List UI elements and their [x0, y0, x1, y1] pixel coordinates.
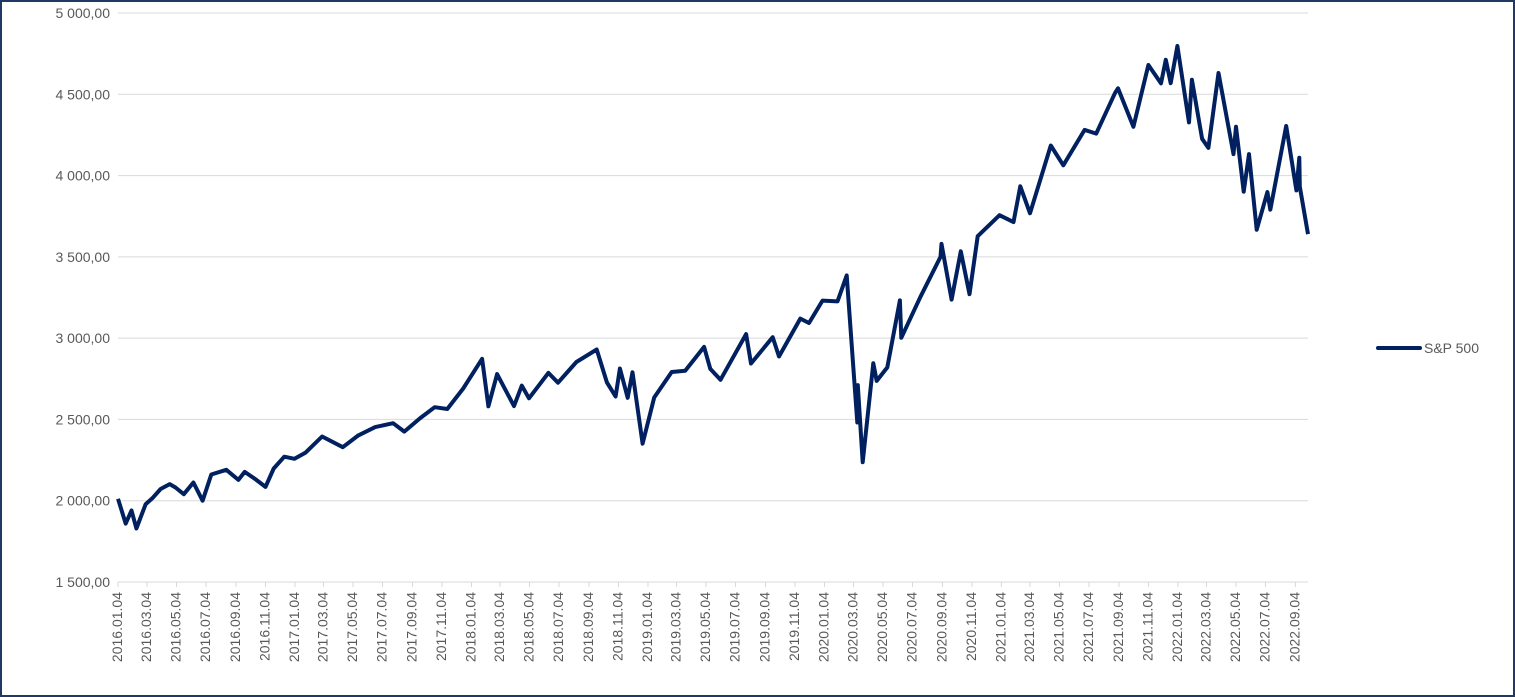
- y-tick-label: 2 500,00: [56, 411, 111, 427]
- x-tick-label: 2021.07.04: [1080, 592, 1096, 662]
- y-tick-label: 2 000,00: [56, 493, 111, 509]
- y-tick-label: 5 000,00: [56, 5, 111, 21]
- x-tick-label: 2018.03.04: [491, 592, 507, 662]
- x-tick-label: 2022.01.04: [1169, 592, 1185, 662]
- x-tick-label: 2020.01.04: [815, 592, 831, 662]
- x-tick-label: 2021.11.04: [1139, 592, 1155, 661]
- x-tick-label: 2019.05.04: [697, 592, 713, 662]
- x-tick-label: 2021.09.04: [1110, 592, 1126, 662]
- x-tick-label: 2022.07.04: [1256, 592, 1272, 662]
- x-tick-label: 2019.03.04: [667, 592, 683, 662]
- x-tick-label: 2020.03.04: [844, 592, 860, 662]
- x-tick-label: 2019.01.04: [639, 592, 655, 662]
- x-tick-label: 2016.09.04: [227, 592, 243, 662]
- x-tick-label: 2017.05.04: [344, 592, 360, 662]
- legend-label: S&P 500: [1424, 340, 1479, 356]
- x-tick-label: 2022.05.04: [1227, 592, 1243, 662]
- x-tick-label: 2017.01.04: [286, 592, 302, 662]
- y-tick-label: 3 000,00: [56, 330, 111, 346]
- x-tick-label: 2016.07.04: [197, 592, 213, 662]
- x-tick-label: 2019.11.04: [786, 592, 802, 661]
- x-tick-label: 2020.11.04: [963, 592, 979, 661]
- series-line: [116, 44, 1310, 531]
- x-tick-label: 2017.03.04: [315, 592, 331, 662]
- x-tick-label: 2018.07.04: [550, 592, 566, 662]
- y-tick-label: 4 500,00: [56, 86, 111, 102]
- x-tick-label: 2016.03.04: [138, 592, 154, 662]
- x-tick-label: 2020.07.04: [903, 592, 919, 662]
- x-tick-label: 2017.11.04: [433, 592, 449, 661]
- x-tick-label: 2018.09.04: [580, 592, 596, 662]
- x-tick-label: 2016.05.04: [168, 592, 184, 662]
- x-tick-label: 2020.05.04: [874, 592, 890, 662]
- y-tick-label: 3 500,00: [56, 249, 111, 265]
- x-tick-label: 2017.07.04: [373, 592, 389, 662]
- y-tick-label: 1 500,00: [56, 574, 111, 590]
- x-tick-label: 2018.11.04: [609, 592, 625, 661]
- x-tick-label: 2018.01.04: [462, 592, 478, 662]
- x-tick-label: 2021.03.04: [1021, 592, 1037, 662]
- y-tick-label: 4 000,00: [56, 168, 111, 184]
- x-tick-label: 2022.09.04: [1286, 592, 1302, 662]
- x-tick-label: 2021.01.04: [992, 592, 1008, 662]
- x-tick-label: 2019.07.04: [726, 592, 742, 662]
- x-tick-label: 2022.03.04: [1197, 592, 1213, 662]
- x-tick-label: 2016.01.04: [109, 592, 125, 662]
- x-tick-label: 2020.09.04: [933, 592, 949, 662]
- x-tick-label: 2019.09.04: [756, 592, 772, 662]
- x-tick-label: 2018.05.04: [520, 592, 536, 662]
- x-tick-label: 2017.09.04: [403, 592, 419, 662]
- x-tick-label: 2021.05.04: [1050, 592, 1066, 662]
- x-tick-label: 2016.11.04: [256, 592, 272, 661]
